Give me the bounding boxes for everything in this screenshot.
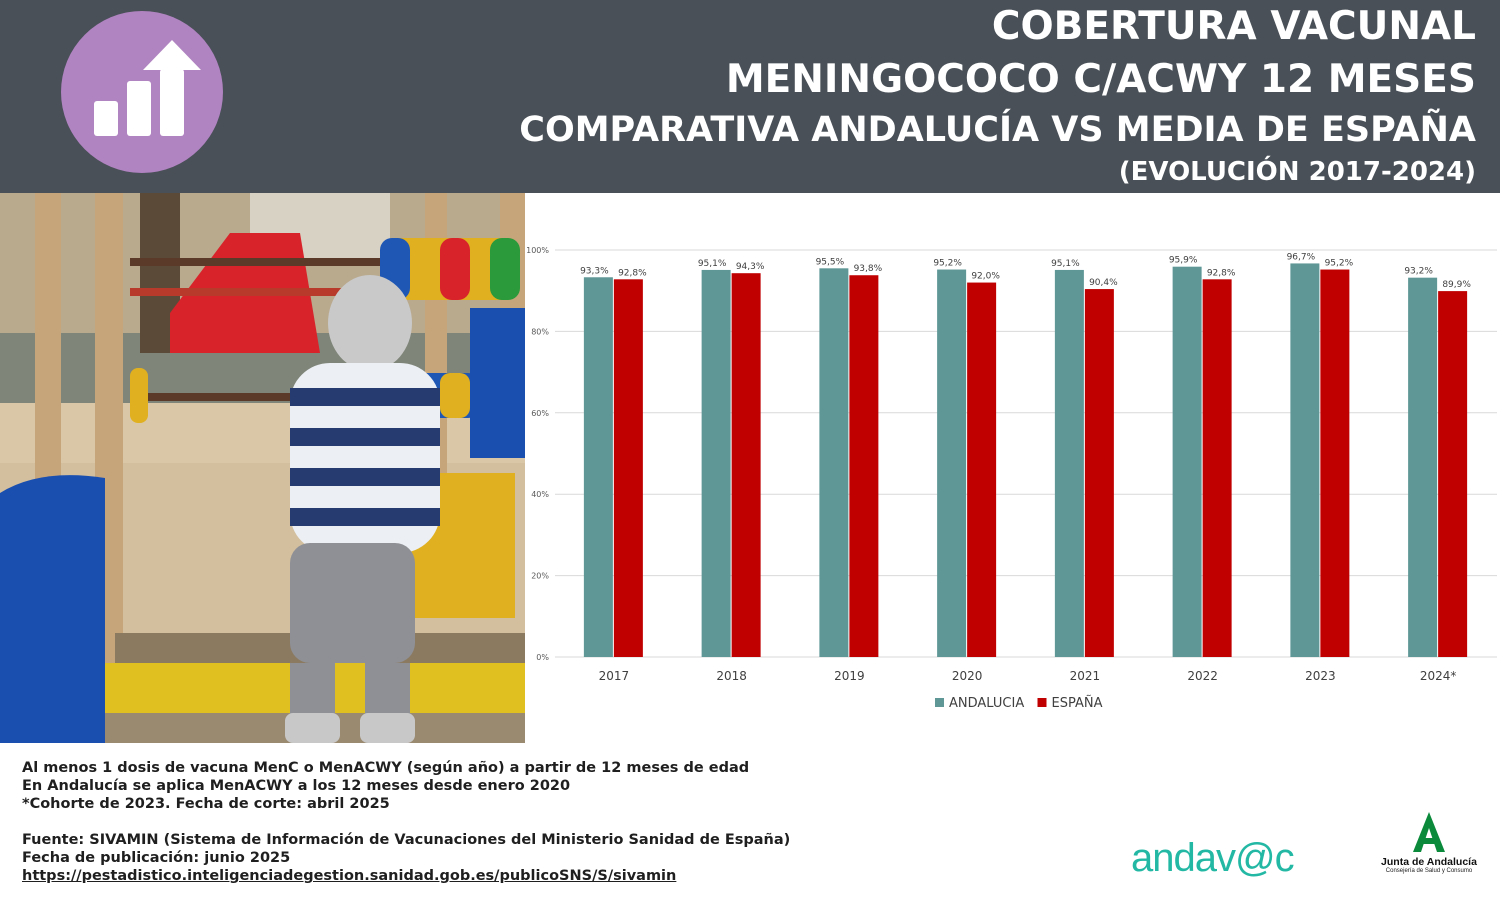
- junta-de-andalucia-emblem-icon: [1413, 812, 1445, 852]
- x-tick-label: 2017: [599, 669, 630, 683]
- bar-andalucia: [819, 268, 849, 657]
- y-tick-label: 0%: [536, 653, 549, 662]
- junta-dept: Consejería de Salud y Consumo: [1385, 868, 1473, 874]
- legend-swatch: [935, 698, 944, 707]
- coverage-bar-chart: 0% 20% 40% 60% 80% 100% 93,3% 92,8% 2017 95,1% 94,…: [525, 193, 1500, 743]
- bar-espana: [1202, 279, 1232, 657]
- y-tick-label: 60%: [531, 409, 549, 418]
- x-tick-label: 2019: [834, 669, 865, 683]
- andavac-logo: andav@c: [1131, 836, 1295, 880]
- y-tick-label: 80%: [531, 327, 549, 336]
- title-line-1: COBERTURA VACUNAL: [991, 4, 1476, 49]
- data-label: 95,9%: [1169, 256, 1198, 266]
- data-label: 96,7%: [1287, 252, 1316, 262]
- bar-espana: [1320, 269, 1350, 657]
- legend-label: ESPAÑA: [1052, 695, 1103, 711]
- legend-swatch: [1037, 698, 1047, 707]
- data-label: 92,8%: [618, 268, 647, 278]
- bar-espana: [967, 282, 997, 657]
- footer-notes: Al menos 1 dosis de vacuna MenC o MenACW…: [22, 759, 1102, 885]
- bar-andalucia: [1172, 266, 1202, 657]
- data-label: 89,9%: [1442, 280, 1471, 290]
- data-label: 94,3%: [736, 262, 765, 272]
- data-label: 95,2%: [1325, 259, 1354, 269]
- data-label: 93,8%: [854, 264, 883, 274]
- bar-espana: [849, 275, 879, 657]
- x-tick-label: 2023: [1305, 669, 1336, 683]
- bar-andalucia: [583, 277, 613, 657]
- y-tick-label: 40%: [531, 490, 549, 499]
- publication-date: Fecha de publicación: junio 2025: [22, 850, 291, 866]
- x-tick-label: 2018: [716, 669, 747, 683]
- bar-andalucia: [1054, 269, 1084, 657]
- legend-label: ANDALUCIA: [949, 696, 1024, 711]
- data-label: 92,0%: [971, 272, 1000, 282]
- bar-espana: [613, 279, 643, 657]
- data-label: 93,3%: [580, 266, 609, 276]
- junta-de-andalucia-logo: Junta de Andalucía Consejería de Salud y…: [1368, 810, 1490, 874]
- x-tick-label: 2024*: [1420, 669, 1457, 683]
- toddler-playground-photo: [0, 193, 525, 743]
- header-banner: COBERTURA VACUNAL MENINGOCOCO C/ACWY 12 …: [0, 0, 1500, 193]
- data-label: 95,1%: [1051, 259, 1080, 269]
- x-tick-label: 2022: [1187, 669, 1218, 683]
- y-tick-label: 100%: [526, 246, 549, 255]
- source-text: Fuente: SIVAMIN (Sistema de Información …: [22, 832, 791, 848]
- title-line-3: COMPARATIVA ANDALUCÍA VS MEDIA DE ESPAÑA: [519, 110, 1476, 150]
- bar-andalucia: [1408, 277, 1438, 657]
- y-tick-label: 20%: [531, 572, 549, 581]
- bar-espana: [1438, 291, 1468, 657]
- bar-espana: [1084, 289, 1114, 657]
- source-link[interactable]: https://pestadistico.inteligenciadegesti…: [22, 868, 677, 884]
- junta-name: Junta de Andalucía: [1381, 856, 1477, 868]
- data-label: 95,1%: [698, 259, 727, 269]
- title-line-2: MENINGOCOCO C/ACWY 12 MESES: [725, 57, 1476, 102]
- note-doses: Al menos 1 dosis de vacuna MenC o MenACW…: [22, 760, 750, 776]
- x-tick-label: 2021: [1070, 669, 1101, 683]
- data-label: 93,2%: [1404, 267, 1433, 277]
- data-label: 92,8%: [1207, 268, 1236, 278]
- bar-chart-arrow-up-icon: [61, 11, 223, 173]
- bar-espana: [731, 273, 761, 657]
- data-label: 90,4%: [1089, 278, 1118, 288]
- note-cohort: *Cohorte de 2023. Fecha de corte: abril …: [22, 796, 390, 812]
- x-tick-label: 2020: [952, 669, 983, 683]
- data-label: 95,5%: [816, 257, 845, 267]
- data-label: 95,2%: [933, 259, 962, 269]
- bar-andalucia: [937, 269, 967, 657]
- title-line-4: (EVOLUCIÓN 2017-2024): [1118, 157, 1476, 187]
- bar-andalucia: [701, 269, 731, 657]
- bar-andalucia: [1290, 263, 1320, 657]
- note-menacwy: En Andalucía se aplica MenACWY a los 12 …: [22, 778, 571, 794]
